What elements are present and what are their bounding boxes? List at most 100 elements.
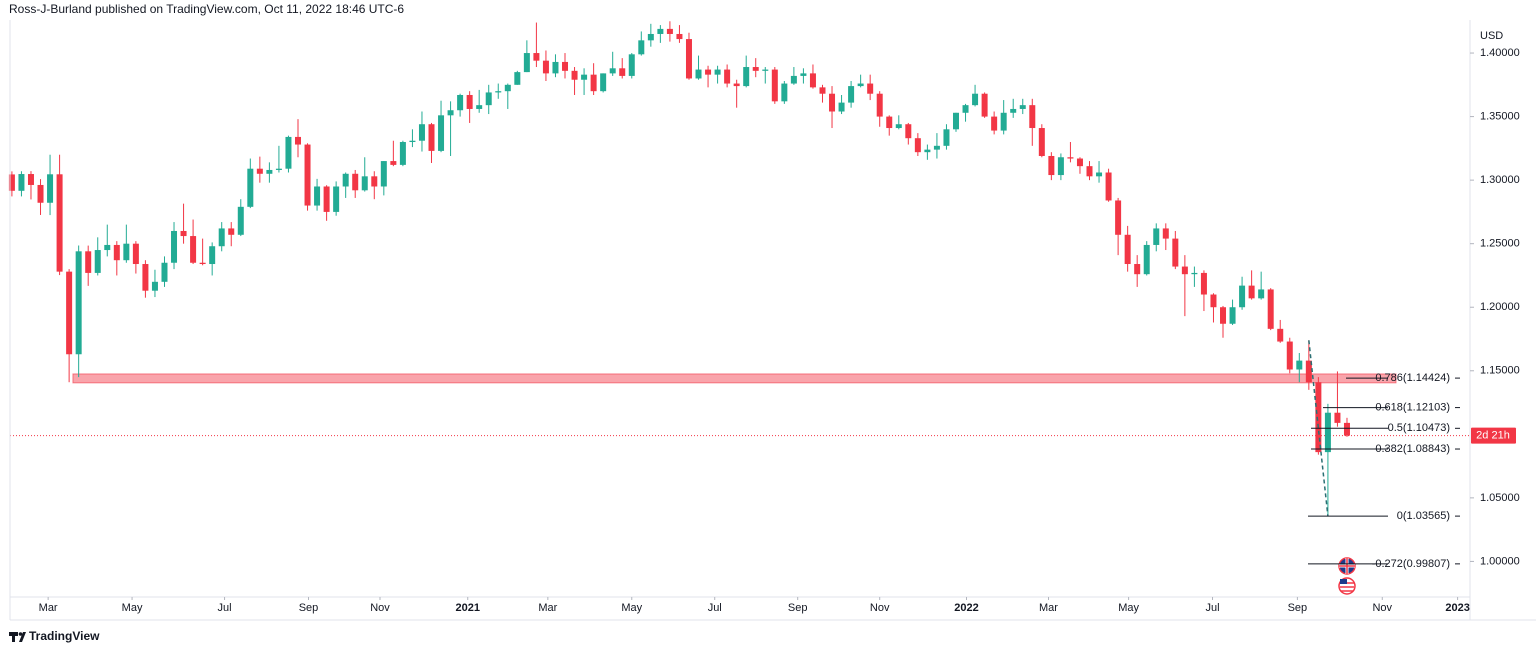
- candle-body: [924, 149, 931, 153]
- candle-body: [724, 69, 731, 84]
- candle-body: [504, 84, 511, 92]
- candle-body: [161, 262, 168, 282]
- x-tick-label: Jul: [708, 602, 722, 614]
- x-tick-label: 2022: [954, 602, 978, 614]
- countdown-label: 2d 21h: [1476, 429, 1510, 441]
- candle-body: [85, 251, 92, 273]
- candle-body: [962, 105, 969, 113]
- candle-body: [809, 73, 816, 88]
- x-tick-label: Mar: [1039, 602, 1058, 614]
- candle-body: [447, 110, 454, 116]
- x-tick-label: May: [621, 602, 642, 614]
- candle-body: [781, 83, 788, 102]
- candle-body: [1124, 234, 1131, 265]
- candle-body: [819, 87, 826, 94]
- y-tick-label: 1.35000: [1480, 110, 1520, 122]
- candle-body: [657, 28, 664, 34]
- candle-body: [638, 40, 645, 55]
- candle-body: [466, 94, 473, 109]
- candle-body: [1029, 105, 1036, 129]
- x-tick-label: May: [1118, 602, 1139, 614]
- y-tick-label: 1.25000: [1480, 238, 1520, 250]
- candle-body: [256, 168, 263, 174]
- candle-body: [390, 161, 397, 165]
- candle-body: [886, 116, 893, 129]
- fib-label: 0.382(1.08843): [1375, 443, 1450, 455]
- candle-body: [27, 174, 34, 185]
- candle-body: [676, 33, 683, 40]
- candle-body: [743, 67, 750, 87]
- x-tick-label: 2023: [1445, 602, 1469, 614]
- candle-body: [943, 129, 950, 146]
- candle-body: [18, 174, 25, 191]
- candle-body: [123, 243, 130, 261]
- candle-body: [409, 140, 416, 143]
- candle-body: [752, 67, 759, 71]
- candle-body: [361, 176, 368, 191]
- candle-body: [1143, 244, 1150, 275]
- candle-body: [495, 91, 502, 93]
- candle-body: [1248, 285, 1255, 299]
- candle-body: [1057, 157, 1064, 176]
- candle-body: [1200, 272, 1207, 295]
- candle-body: [1010, 108, 1017, 113]
- candle-body: [47, 174, 54, 203]
- candle-body: [209, 246, 216, 265]
- candle-body: [705, 69, 712, 75]
- candle-body: [933, 145, 940, 150]
- candle-body: [1067, 157, 1074, 159]
- brand-logo: [9, 632, 26, 642]
- candle-body: [762, 69, 769, 71]
- x-tick-label: Nov: [870, 602, 890, 614]
- candle-body: [1286, 341, 1293, 370]
- candle-body: [104, 244, 111, 251]
- candle-body: [1172, 238, 1179, 267]
- candle-body: [1105, 172, 1112, 201]
- candle-body: [876, 93, 883, 117]
- candle-body: [1191, 272, 1198, 275]
- candle-body: [247, 168, 254, 207]
- candle-body: [1315, 382, 1322, 453]
- candle-body: [523, 53, 530, 73]
- candle-body: [685, 39, 692, 79]
- candle-body: [1220, 307, 1227, 324]
- x-tick-label: Nov: [1372, 602, 1392, 614]
- candle-body: [380, 161, 387, 187]
- candle-body: [895, 124, 902, 129]
- x-tick-label: Jul: [218, 602, 232, 614]
- candle-body: [314, 186, 321, 206]
- fib-label: 0.5(1.10473): [1388, 422, 1450, 434]
- candle-body: [371, 176, 378, 187]
- candle-body: [542, 60, 549, 74]
- candle-body: [600, 73, 607, 92]
- candle-body: [285, 136, 292, 169]
- candle-body: [514, 72, 521, 85]
- candle-body: [132, 243, 139, 265]
- candle-body: [1343, 422, 1350, 436]
- candle-body: [1296, 360, 1303, 370]
- brand-name: TradingView: [29, 629, 100, 643]
- candle-body: [438, 115, 445, 151]
- candle-body: [1210, 294, 1217, 308]
- candle-body: [619, 68, 626, 76]
- x-tick-label: Jul: [1205, 602, 1219, 614]
- candle-body: [294, 136, 301, 145]
- candle-body: [905, 124, 912, 139]
- candle-body: [237, 206, 244, 235]
- candle-body: [1086, 166, 1093, 177]
- candle-body: [552, 61, 559, 74]
- candle-body: [218, 228, 225, 247]
- candle-body: [1305, 360, 1312, 383]
- candle-body: [75, 251, 82, 355]
- candle-body: [275, 168, 282, 170]
- candle-body: [485, 92, 492, 106]
- candle-body: [1162, 228, 1169, 239]
- candle-body: [199, 262, 206, 265]
- y-tick-label: 1.40000: [1480, 47, 1520, 59]
- support-zone: [72, 373, 1397, 384]
- chart-title: Ross-J-Burland published on TradingView.…: [9, 2, 404, 16]
- trend-line: [1308, 340, 1329, 517]
- currency-label: USD: [1480, 30, 1503, 42]
